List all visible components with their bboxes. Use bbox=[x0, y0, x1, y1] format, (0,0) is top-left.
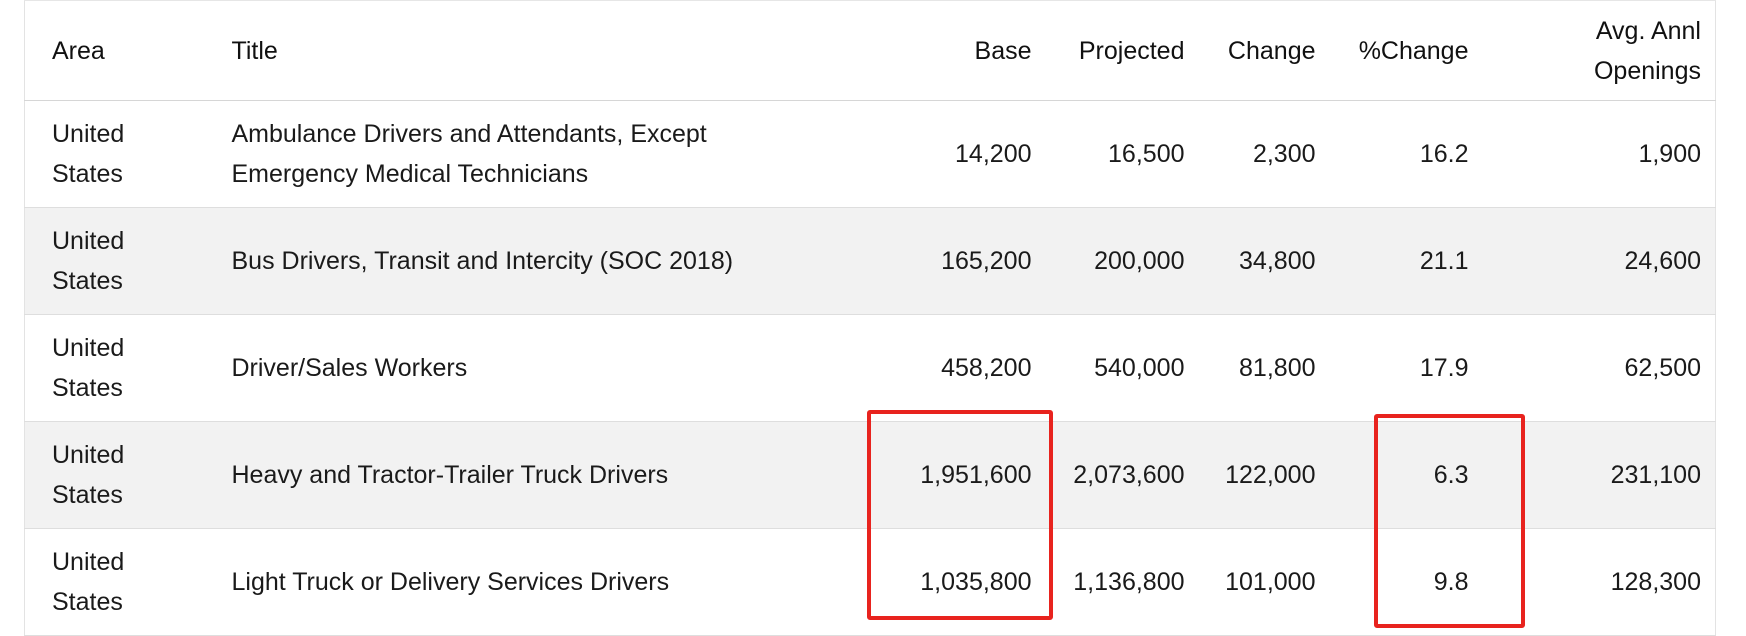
title-cell: Light Truck or Delivery Services Drivers bbox=[217, 528, 838, 636]
column-header: %Change bbox=[1329, 0, 1483, 101]
header-row: Area Title Base Projected Change %Change Avg. … bbox=[24, 0, 1716, 101]
base-cell: 458,200 bbox=[837, 314, 1046, 422]
base-cell: 165,200 bbox=[837, 207, 1046, 315]
change-cell: 81,800 bbox=[1198, 314, 1330, 422]
avg-openings-cell: 62,500 bbox=[1482, 314, 1716, 422]
highlight-box bbox=[1374, 414, 1525, 628]
table-body: United States Ambulance Drivers and Atten… bbox=[24, 100, 1716, 636]
pct-change-cell: 21.1 bbox=[1329, 207, 1483, 315]
table-row: United States Ambulance Drivers and Atten… bbox=[24, 100, 1716, 208]
area-cell: United States bbox=[24, 528, 218, 636]
change-cell: 101,000 bbox=[1198, 528, 1330, 636]
table-row: United States Light Truck or Delivery Ser… bbox=[24, 528, 1716, 636]
area-cell: United States bbox=[24, 421, 218, 529]
pct-change-cell: 16.2 bbox=[1329, 100, 1483, 208]
highlight-box bbox=[867, 410, 1053, 620]
pct-change-cell: 9.8 bbox=[1329, 528, 1483, 636]
base-cell: 1,951,600 bbox=[837, 421, 1046, 529]
column-header: Base bbox=[837, 0, 1046, 101]
title-cell: Driver/Sales Workers bbox=[217, 314, 838, 422]
title-cell: Heavy and Tractor-Trailer Truck Drivers bbox=[217, 421, 838, 529]
avg-openings-cell: 24,600 bbox=[1482, 207, 1716, 315]
change-cell: 2,300 bbox=[1198, 100, 1330, 208]
title-cell: Bus Drivers, Transit and Intercity (SOC … bbox=[217, 207, 838, 315]
column-header: Area bbox=[24, 0, 218, 101]
change-cell: 122,000 bbox=[1198, 421, 1330, 529]
area-cell: United States bbox=[24, 100, 218, 208]
avg-openings-cell: 1,900 bbox=[1482, 100, 1716, 208]
column-header: Projected bbox=[1045, 0, 1199, 101]
projected-cell: 16,500 bbox=[1045, 100, 1199, 208]
projected-cell: 540,000 bbox=[1045, 314, 1199, 422]
projected-cell: 2,073,600 bbox=[1045, 421, 1199, 529]
column-header: Avg. Annl Openings bbox=[1482, 0, 1716, 101]
area-cell: United States bbox=[24, 314, 218, 422]
base-cell: 14,200 bbox=[837, 100, 1046, 208]
projections-table: Area Title Base Projected Change %Change Avg. … bbox=[24, 0, 1716, 636]
projected-cell: 200,000 bbox=[1045, 207, 1199, 315]
table-row: United States Driver/Sales Workers 458,200… bbox=[24, 314, 1716, 422]
column-header: Change bbox=[1198, 0, 1330, 101]
pct-change-cell: 6.3 bbox=[1329, 421, 1483, 529]
table-row: United States Bus Drivers, Transit and In… bbox=[24, 207, 1716, 315]
table-row: United States Heavy and Tractor-Trailer T… bbox=[24, 421, 1716, 529]
column-header: Title bbox=[217, 0, 838, 101]
title-cell: Ambulance Drivers and Attendants, Except… bbox=[217, 100, 838, 208]
pct-change-cell: 17.9 bbox=[1329, 314, 1483, 422]
projected-cell: 1,136,800 bbox=[1045, 528, 1199, 636]
area-cell: United States bbox=[24, 207, 218, 315]
change-cell: 34,800 bbox=[1198, 207, 1330, 315]
